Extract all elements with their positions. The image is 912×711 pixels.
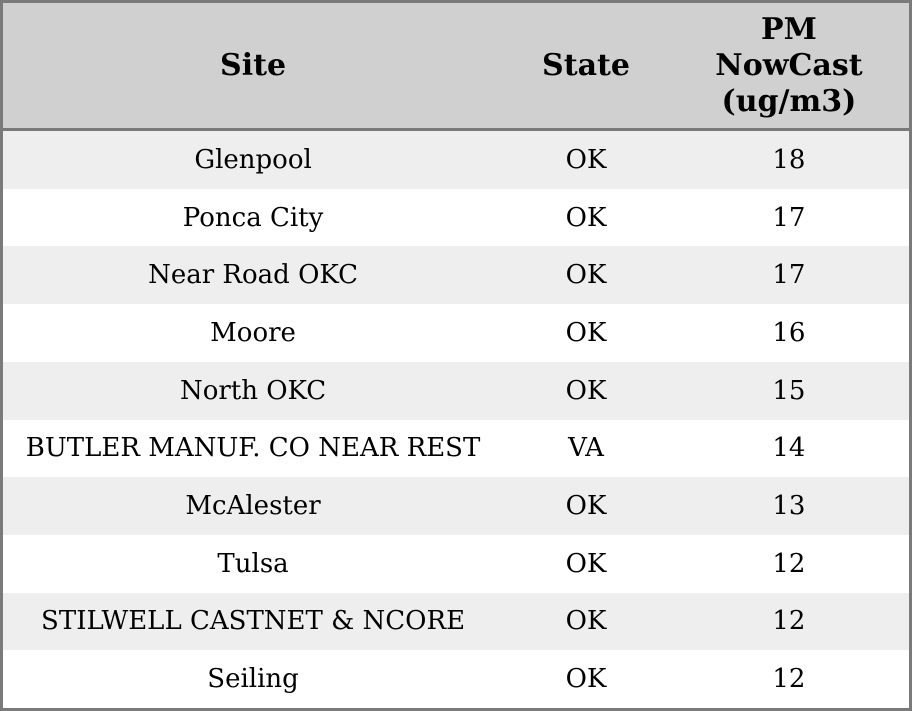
table-row: North OKC OK 15 <box>3 361 909 420</box>
state-cell: OK <box>565 491 607 522</box>
table-row: Seiling OK 12 <box>3 650 909 709</box>
table-row: Glenpool OK 18 <box>3 131 909 189</box>
site-cell: Tulsa <box>217 548 289 579</box>
site-cell: Seiling <box>207 664 299 695</box>
pm-nowcast-cell: 15 <box>772 375 806 406</box>
state-cell: OK <box>565 664 607 695</box>
table-row: BUTLER MANUF. CO NEAR REST VA 14 <box>3 419 909 478</box>
site-cell: BUTLER MANUF. CO NEAR REST <box>25 433 481 464</box>
table-row: STILWELL CASTNET & NCORE OK 12 <box>3 592 909 651</box>
pm-nowcast-cell: 18 <box>772 144 806 175</box>
table-row: Tulsa OK 12 <box>3 534 909 593</box>
state-cell: OK <box>565 548 607 579</box>
pm-nowcast-cell: 17 <box>772 202 806 233</box>
state-column-header: State <box>542 47 630 83</box>
pm-nowcast-cell: 12 <box>772 664 806 695</box>
table-row: Moore OK 16 <box>3 304 909 362</box>
state-cell: OK <box>565 260 607 291</box>
table-body: Glenpool OK 18 Ponca City OK 17 Near Roa… <box>3 131 909 709</box>
state-cell: VA <box>568 433 604 464</box>
site-cell: Ponca City <box>182 202 324 233</box>
site-cell: STILWELL CASTNET & NCORE <box>41 606 466 637</box>
site-cell: Near Road OKC <box>148 260 358 291</box>
pm-nowcast-cell: 16 <box>772 317 806 348</box>
state-cell: OK <box>565 144 607 175</box>
pm-nowcast-header-label: PM NowCast (ug/m3) <box>715 11 863 119</box>
table-header-row: Site State PM NowCast (ug/m3) <box>3 3 909 131</box>
pm-nowcast-cell: 13 <box>772 491 806 522</box>
site-cell: Glenpool <box>194 144 312 175</box>
table-row: Ponca City OK 17 <box>3 188 909 247</box>
site-cell: Moore <box>210 317 296 348</box>
table-row: Near Road OKC OK 17 <box>3 246 909 305</box>
pm-nowcast-cell: 12 <box>772 548 806 579</box>
table-row: McAlester OK 13 <box>3 477 909 535</box>
pm-nowcast-cell: 17 <box>772 260 806 291</box>
pm-nowcast-cell: 12 <box>772 606 806 637</box>
pm-nowcast-cell: 14 <box>772 433 806 464</box>
state-cell: OK <box>565 375 607 406</box>
site-cell: McAlester <box>185 491 321 522</box>
state-cell: OK <box>565 317 607 348</box>
site-cell: North OKC <box>179 375 327 406</box>
pm-nowcast-column-header: PM NowCast (ug/m3) <box>669 12 909 120</box>
state-cell: OK <box>565 202 607 233</box>
state-cell: OK <box>565 606 607 637</box>
site-column-header: Site <box>220 47 287 83</box>
